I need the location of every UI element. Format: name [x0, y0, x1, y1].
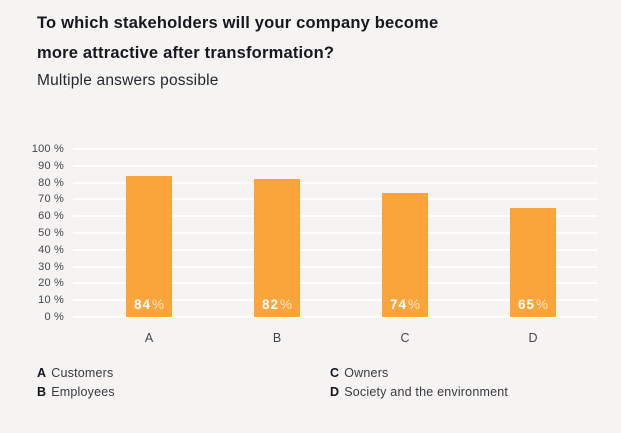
bar-c: 74% — [382, 192, 428, 317]
gridline — [73, 232, 597, 234]
y-tick-label: 40 % — [38, 243, 64, 256]
x-tick-label-d: D — [528, 331, 538, 345]
gridline — [73, 215, 597, 218]
chart-title-line-2: more attractive after transformation? — [37, 44, 335, 62]
y-tick-label: 90 % — [38, 159, 64, 172]
bar-d: 65% — [510, 207, 556, 317]
y-tick-label: 50 % — [38, 227, 64, 239]
gridline — [73, 265, 597, 268]
y-tick-label: 10 % — [38, 294, 64, 307]
bar-b: 82% — [254, 179, 300, 317]
legend-item-a: A Customers — [37, 364, 115, 383]
bar-slot-a: 84% — [85, 149, 213, 317]
gridline — [73, 148, 597, 150]
legend-label-d: Society and the environment — [344, 385, 509, 399]
legend-label-b: Employees — [51, 385, 115, 399]
bar-slot-d: 65% — [469, 149, 597, 317]
legend-item-b: B Employees — [37, 383, 115, 402]
y-tick-label: 70 % — [38, 193, 64, 206]
gridline — [73, 198, 597, 201]
bar-value-label-c: 74% — [389, 297, 421, 312]
legend-label-a: Customers — [51, 366, 114, 380]
bars: 84% 82% 74% 65% — [85, 149, 597, 317]
legend-label-c: Owners — [344, 366, 389, 380]
gridline — [73, 164, 597, 167]
bar-slot-b: 82% — [213, 149, 341, 317]
y-tick-label: 30 % — [38, 260, 64, 273]
legend-key-a: A — [37, 366, 47, 380]
chart-title-line-1: To which stakeholders will your company … — [37, 14, 439, 32]
legend-column-left: A Customers B Employees — [37, 364, 115, 402]
bar-a: 84% — [126, 175, 172, 317]
legend-key-c: C — [330, 366, 340, 380]
gridline — [73, 316, 597, 318]
chart-header: To which stakeholders will your company … — [37, 8, 597, 93]
bar-value-label-b: 82% — [261, 297, 293, 312]
x-tick-label-c: C — [400, 331, 410, 345]
gridline — [73, 299, 597, 302]
x-axis-labels: A B C D — [85, 331, 597, 345]
chart-title: To which stakeholders will your company … — [37, 8, 597, 68]
chart-subtitle: Multiple answers possible — [37, 72, 219, 89]
legend-item-d: D Society and the environment — [330, 383, 508, 402]
y-tick-label: 0 % — [44, 311, 64, 323]
x-tick-label-a: A — [144, 331, 154, 345]
y-tick-label: 80 % — [38, 176, 64, 189]
legend-key-b: B — [37, 385, 47, 399]
bar-value-label-d: 65% — [517, 297, 549, 312]
legend-key-d: D — [330, 385, 340, 399]
gridline — [73, 282, 597, 285]
bar-slot-c: 74% — [341, 149, 469, 317]
legend-item-c: C Owners — [330, 364, 508, 383]
y-tick-label: 100 % — [31, 143, 64, 155]
x-tick-label-b: B — [272, 331, 282, 345]
y-tick-label: 60 % — [38, 210, 64, 223]
bar-value-label-a: 84% — [133, 297, 165, 312]
y-tick-label: 20 % — [38, 277, 64, 290]
y-axis-labels: 100 % 90 % 80 % 70 % 60 % 50 % 40 % 30 % 20 % 10 … — [0, 143, 64, 323]
gridline — [73, 181, 597, 184]
gridlines — [73, 148, 597, 318]
gridline — [73, 248, 597, 251]
legend-column-right: C Owners D Society and the environment — [330, 364, 508, 402]
